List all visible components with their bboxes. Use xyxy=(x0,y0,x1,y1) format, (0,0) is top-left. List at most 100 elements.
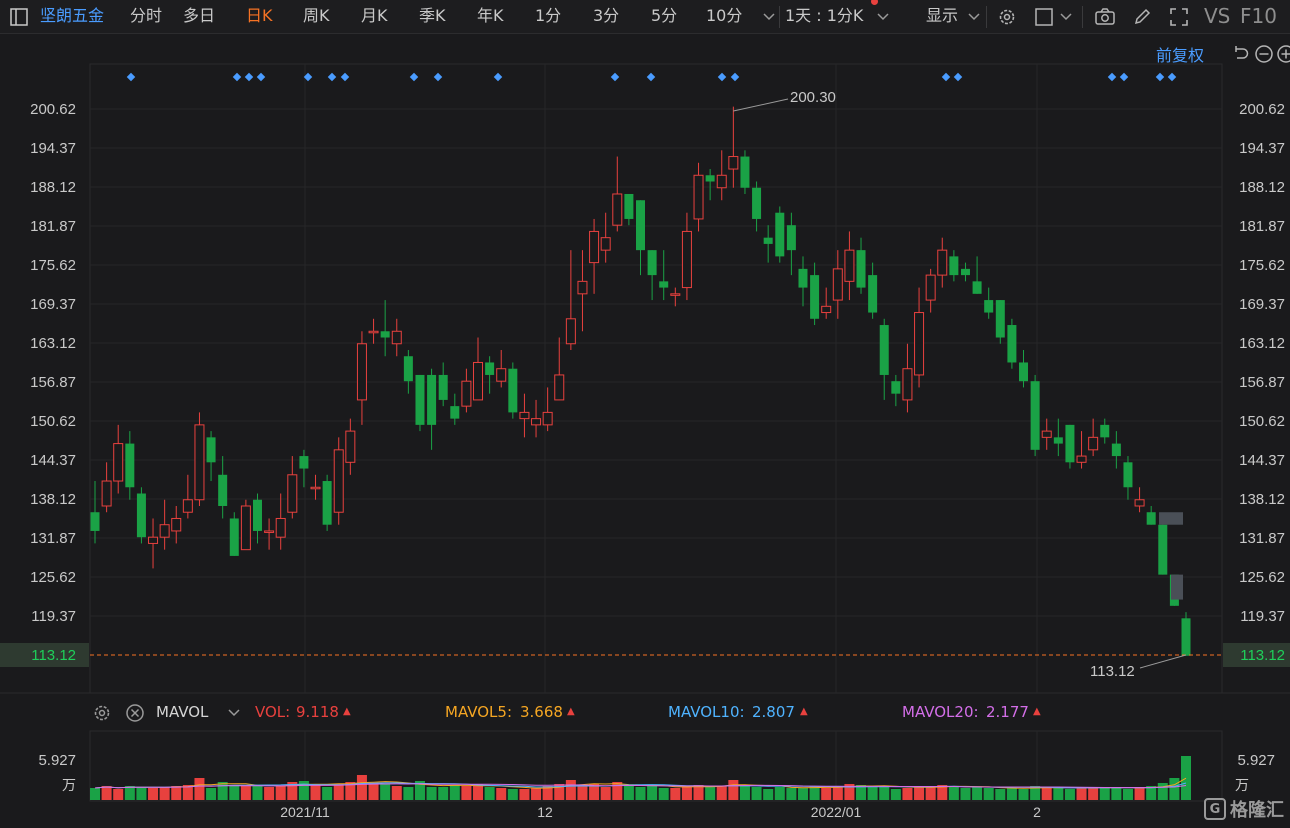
vs-button[interactable]: VS xyxy=(1204,4,1231,28)
candle-body xyxy=(868,275,878,313)
event-marker xyxy=(953,72,963,82)
candle-body xyxy=(995,300,1005,338)
volume-bar xyxy=(1030,786,1041,800)
candle-body xyxy=(612,193,623,226)
volume-close-icon[interactable] xyxy=(122,700,148,726)
mavol20-up-arrow-icon: ▲ xyxy=(1033,706,1041,717)
event-marker xyxy=(717,72,727,82)
indicator-name[interactable]: MAVOL xyxy=(156,703,209,721)
candle-body xyxy=(1169,574,1179,606)
candle-body xyxy=(1076,455,1087,463)
period-chevron-icon[interactable] xyxy=(870,4,896,30)
candle-body xyxy=(1123,462,1133,488)
pencil-icon[interactable] xyxy=(1129,4,1155,30)
mavol10-value: 2.807 xyxy=(752,703,795,721)
volume-bar xyxy=(705,787,716,800)
candle-body xyxy=(90,512,100,531)
mavol10-up-arrow-icon: ▲ xyxy=(800,706,808,717)
tab-1min[interactable]: 1分 xyxy=(535,6,562,25)
candle-body xyxy=(670,293,681,296)
candle-body xyxy=(299,456,309,469)
tab-multi-day[interactable]: 多日 xyxy=(183,6,216,25)
fullscreen-icon[interactable] xyxy=(1166,4,1192,30)
volume-bar xyxy=(1146,786,1157,800)
price-tick-left: 131.87 xyxy=(30,530,76,547)
candle-body xyxy=(508,368,518,413)
price-tick-left: 138.12 xyxy=(30,491,76,508)
camera-icon[interactable] xyxy=(1092,4,1118,30)
candle-body xyxy=(554,374,565,401)
volume-bar xyxy=(600,787,611,800)
period-select[interactable]: 1天 : 1分K xyxy=(785,6,864,25)
volume-axis-left: 5.927 xyxy=(38,752,76,769)
x-axis-label: 2021/11 xyxy=(280,804,330,820)
volume-bar xyxy=(333,784,344,800)
candle-body xyxy=(844,249,855,282)
tab-quarterly-k[interactable]: 季K xyxy=(419,6,446,25)
price-tick-right: 169.37 xyxy=(1239,296,1285,313)
volume-bar xyxy=(565,780,576,800)
event-marker xyxy=(126,72,136,82)
volume-bar xyxy=(856,785,867,800)
volume-bar xyxy=(647,786,658,800)
tab-monthly-k[interactable]: 月K xyxy=(361,6,388,25)
volume-axis-right: 5.927 xyxy=(1237,752,1275,769)
tab-weekly-k[interactable]: 周K xyxy=(303,6,330,25)
volume-bar xyxy=(240,785,251,800)
volume-bar xyxy=(101,786,112,800)
candle-body xyxy=(461,380,472,407)
volume-unit-left: 万 xyxy=(62,777,76,793)
candle-body xyxy=(647,250,657,276)
candle-body xyxy=(438,374,448,400)
volume-bar xyxy=(484,787,495,800)
indicator-chevron-icon[interactable] xyxy=(221,700,247,726)
gear-icon[interactable] xyxy=(994,4,1020,30)
vol-up-arrow-icon: ▲ xyxy=(343,706,351,717)
volume-bar xyxy=(844,784,855,800)
candle-body xyxy=(1088,436,1099,451)
volume-bar xyxy=(890,789,901,800)
vol-label: VOL: xyxy=(255,703,291,721)
zoom-out-icon[interactable] xyxy=(1251,41,1277,67)
tab-3min[interactable]: 3分 xyxy=(593,6,620,25)
volume-settings-gear-icon[interactable] xyxy=(89,700,115,726)
tab-daily-k[interactable]: 日K xyxy=(246,6,273,25)
zoom-in-icon[interactable] xyxy=(1273,41,1290,67)
tab-yearly-k[interactable]: 年K xyxy=(477,6,504,25)
sidebar-toggle-icon[interactable] xyxy=(6,4,32,30)
tab-5min[interactable]: 5分 xyxy=(651,6,678,25)
volume-bar xyxy=(345,782,356,800)
volume-bar xyxy=(438,787,449,800)
f10-button[interactable]: F10 xyxy=(1240,4,1277,28)
candle-body xyxy=(984,300,994,313)
candle-body xyxy=(531,418,542,426)
candle-body xyxy=(322,481,332,525)
layout-chevron-icon[interactable] xyxy=(1053,4,1079,30)
current-price-left: 113.12 xyxy=(31,647,76,664)
volume-bar xyxy=(217,782,228,800)
volume-bar xyxy=(1053,788,1064,800)
tab-intraday[interactable]: 分时 xyxy=(130,6,163,25)
candle-body xyxy=(496,368,507,382)
tab-10min[interactable]: 10分 xyxy=(706,6,743,25)
candle-body xyxy=(1065,424,1075,463)
adjust-mode[interactable]: 前复权 xyxy=(1156,46,1205,65)
current-price-box-left xyxy=(0,643,89,667)
volume-bar xyxy=(1157,783,1168,800)
display-chevron-icon[interactable] xyxy=(961,4,987,30)
event-marker xyxy=(244,72,254,82)
candle-body xyxy=(1134,499,1145,507)
candle-body xyxy=(345,430,356,463)
volume-bar xyxy=(774,787,785,800)
candle-body xyxy=(427,374,437,425)
event-marker xyxy=(232,72,242,82)
candle-body xyxy=(624,193,634,219)
top-toolbar: 坚朗五金 分时 多日 日K 周K 月K 季K 年K 1分 3分 5分 10分 1… xyxy=(0,0,1290,34)
volume-bar xyxy=(635,787,646,800)
layout-icon[interactable] xyxy=(1031,4,1057,30)
display-menu[interactable]: 显示 xyxy=(926,6,959,25)
more-periods-chevron-icon[interactable] xyxy=(756,4,782,30)
stock-name[interactable]: 坚朗五金 xyxy=(40,6,105,25)
volume-bar xyxy=(426,787,437,800)
undo-icon[interactable] xyxy=(1227,41,1253,67)
